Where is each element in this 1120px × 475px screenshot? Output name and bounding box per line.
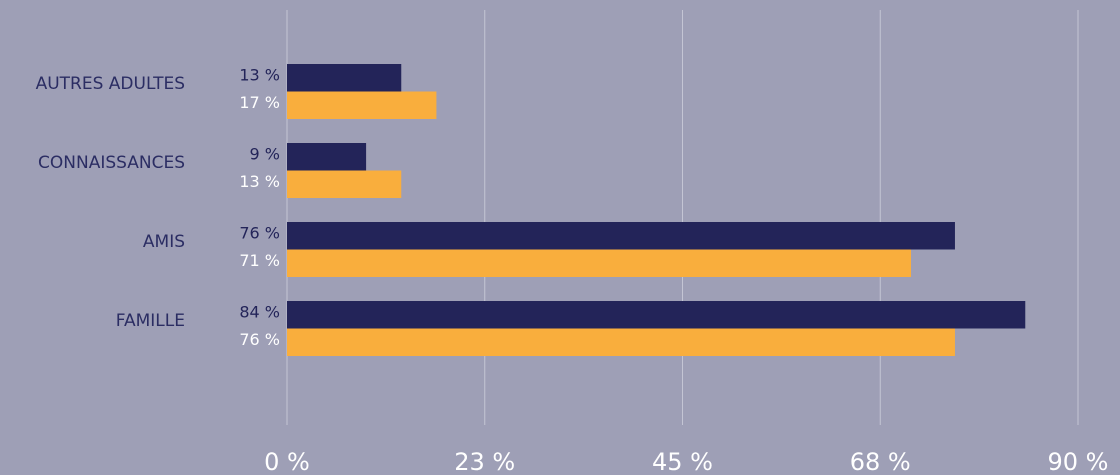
category-label: AMIS xyxy=(143,232,185,252)
value-label: 9 % xyxy=(250,144,280,163)
bar xyxy=(287,91,437,119)
value-label: 13 % xyxy=(239,65,280,84)
category-label: CONNAISSANCES xyxy=(38,153,185,173)
value-label: 17 % xyxy=(239,93,280,112)
bar xyxy=(287,170,402,198)
x-tick-label: 0 % xyxy=(264,448,310,475)
x-tick-label: 45 % xyxy=(652,448,713,475)
value-label: 13 % xyxy=(239,172,280,191)
x-tick-label: 23 % xyxy=(454,448,515,475)
x-tick-label: 68 % xyxy=(850,448,911,475)
value-label: 76 % xyxy=(239,330,280,349)
x-tick-label: 90 % xyxy=(1048,448,1109,475)
value-label: 84 % xyxy=(239,302,280,321)
bar xyxy=(287,301,1026,329)
bar xyxy=(287,64,402,92)
bar xyxy=(287,222,955,250)
bar xyxy=(287,328,955,356)
value-label: 76 % xyxy=(239,223,280,242)
value-label: 71 % xyxy=(239,251,280,270)
bar xyxy=(287,143,367,171)
category-label: FAMILLE xyxy=(116,311,185,331)
bar xyxy=(287,249,912,277)
category-label: AUTRES ADULTES xyxy=(36,74,185,94)
